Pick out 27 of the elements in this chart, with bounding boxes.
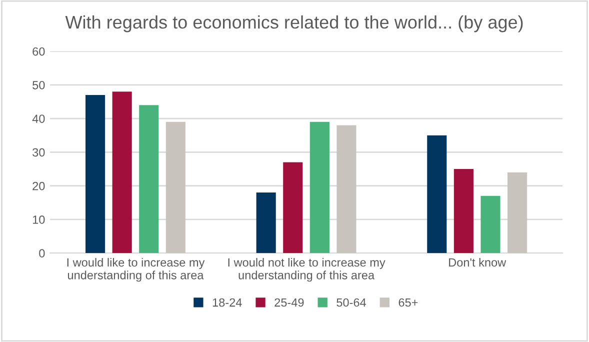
bar <box>139 105 159 254</box>
bar <box>508 172 528 254</box>
bar <box>112 92 132 254</box>
bar <box>427 135 447 254</box>
legend-label: 65+ <box>398 298 418 307</box>
y-tick-label: 0 <box>39 249 45 258</box>
bar <box>454 169 474 254</box>
bar <box>166 122 186 254</box>
x-tick-label: I would like to increase my understanding of this area <box>67 258 205 282</box>
legend-label: 25-49 <box>274 298 304 307</box>
bar <box>480 196 500 254</box>
bar <box>283 162 303 254</box>
bar <box>86 95 106 254</box>
chart-title: With regards to economics related to the world... (by age) <box>65 15 523 32</box>
y-tick-label: 30 <box>32 148 45 157</box>
y-tick-label: 50 <box>32 80 45 90</box>
x-tick-label: Don't know <box>449 258 506 267</box>
legend-label: 18-24 <box>212 298 242 307</box>
legend-label: 50-64 <box>336 298 366 307</box>
y-tick-label: 10 <box>32 215 45 224</box>
y-tick-label: 20 <box>32 182 45 190</box>
y-tick-label: 60 <box>32 47 45 56</box>
bar <box>256 192 276 254</box>
x-tick-label: I would not like to increase my understanding of this area <box>228 258 386 282</box>
bar <box>310 122 330 254</box>
y-tick-label: 40 <box>32 114 45 123</box>
bar <box>336 125 356 254</box>
